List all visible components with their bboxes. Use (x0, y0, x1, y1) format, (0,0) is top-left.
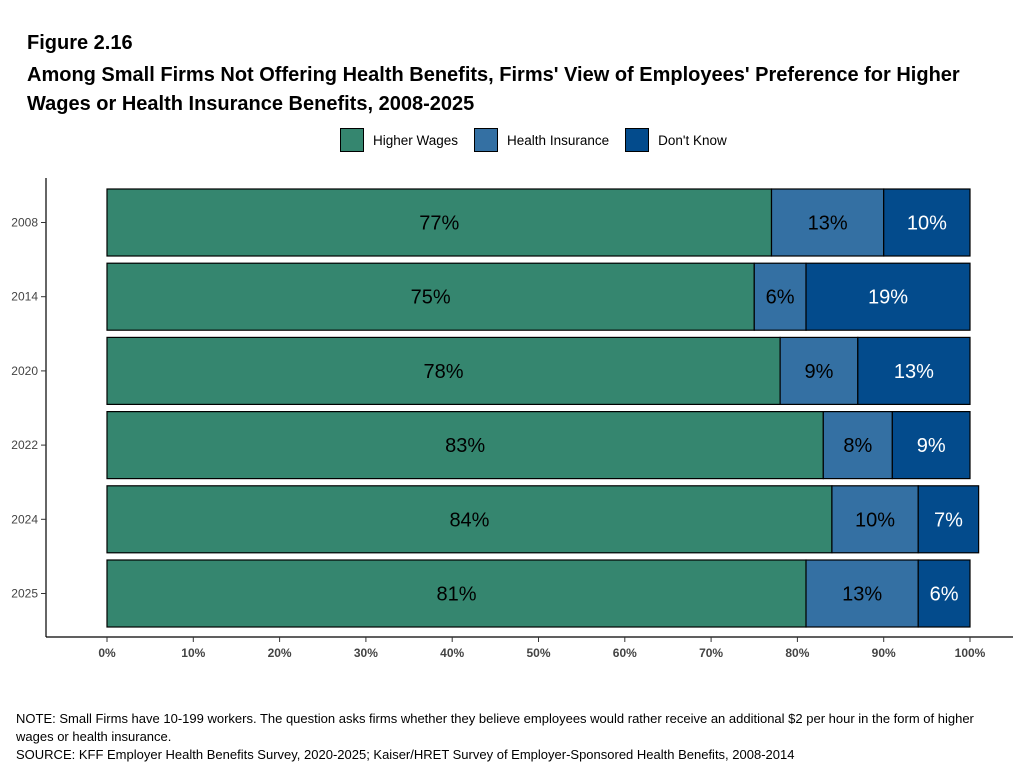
y-tick-label: 2022 (11, 438, 38, 452)
y-tick-label: 2020 (11, 364, 38, 378)
bar-segment (106, 559, 807, 628)
bar-segment (106, 262, 755, 331)
bar-segment (106, 485, 833, 554)
bar-segment (917, 485, 980, 554)
bar-segment (917, 559, 971, 628)
bar-segment (106, 188, 773, 257)
bar-data-label: 10% (855, 509, 895, 531)
bar-data-label: 78% (424, 361, 464, 383)
x-tick-label: 80% (785, 646, 809, 660)
y-tick-label: 2024 (11, 512, 38, 526)
x-tick-label: 70% (699, 646, 723, 660)
note-text: NOTE: Small Firms have 10-199 workers. T… (16, 711, 974, 744)
x-tick-label: 30% (354, 646, 378, 660)
legend-item-dont-know: Don't Know (625, 128, 727, 152)
bar-data-label: 10% (907, 213, 947, 235)
bar-data-label: 84% (449, 509, 489, 531)
bar-data-label: 13% (808, 213, 848, 235)
chart-footnote: NOTE: Small Firms have 10-199 workers. T… (16, 710, 1006, 764)
bar-data-label: 9% (805, 361, 834, 383)
x-tick-label: 0% (98, 646, 116, 660)
legend-label-higher-wages: Higher Wages (373, 132, 459, 148)
x-tick-label: 40% (440, 646, 464, 660)
x-tick-label: 10% (181, 646, 205, 660)
bar-data-label: 9% (917, 435, 946, 457)
bar-segment (883, 188, 971, 257)
y-tick-label: 2025 (11, 587, 38, 601)
y-tick-label: 2014 (11, 290, 38, 304)
legend-item-health-insurance: Health Insurance (474, 128, 609, 152)
x-tick-label: 90% (872, 646, 896, 660)
bar-segment (857, 336, 971, 405)
bar-data-label: 13% (894, 361, 934, 383)
legend-item-higher-wages: Higher Wages (340, 128, 458, 152)
bar-data-label: 19% (868, 287, 908, 309)
bar-segment (779, 336, 859, 405)
bar-segment (822, 411, 893, 480)
bar-data-label: 13% (842, 584, 882, 606)
legend-label-health-insurance: Health Insurance (507, 132, 610, 148)
bar-segment (805, 262, 971, 331)
bar-segment (805, 559, 919, 628)
bar-data-label: 6% (930, 584, 959, 606)
bar-data-label: 81% (436, 584, 476, 606)
x-tick-label: 20% (268, 646, 292, 660)
legend-swatch-dont-know (625, 128, 650, 152)
chart-title: Among Small Firms Not Offering Health Be… (27, 64, 960, 115)
source-text: SOURCE: KFF Employer Health Benefits Sur… (16, 747, 795, 762)
legend-swatch-higher-wages (340, 128, 364, 152)
bar-data-label: 75% (411, 287, 451, 309)
bar-segment (831, 485, 919, 554)
legend-swatch-health-insurance (474, 128, 499, 152)
x-tick-label: 60% (613, 646, 637, 660)
legend-label-dont-know: Don't Know (658, 132, 727, 148)
bar-data-label: 7% (934, 509, 963, 531)
bar-segment (106, 336, 781, 405)
chart-legend: Higher Wages Health Insurance Don't Know (340, 128, 743, 152)
stacked-bar-chart: 0% 10% 20% 30% 40% 50% 60% 70% 80% 90% 100% 2008 77%… (11, 178, 1013, 660)
bar-data-label: 8% (843, 435, 872, 457)
bar-segment (106, 411, 824, 480)
bar-data-label: 77% (419, 213, 459, 235)
y-tick-label: 2008 (11, 216, 38, 230)
bar-segment (753, 262, 807, 331)
bar-data-label: 6% (766, 287, 795, 309)
figure-label: Figure 2.16 (27, 32, 133, 54)
x-tick-label: 100% (955, 646, 986, 660)
x-tick-label: 50% (526, 646, 550, 660)
bar-segment (891, 411, 971, 480)
bar-data-label: 83% (445, 435, 485, 457)
